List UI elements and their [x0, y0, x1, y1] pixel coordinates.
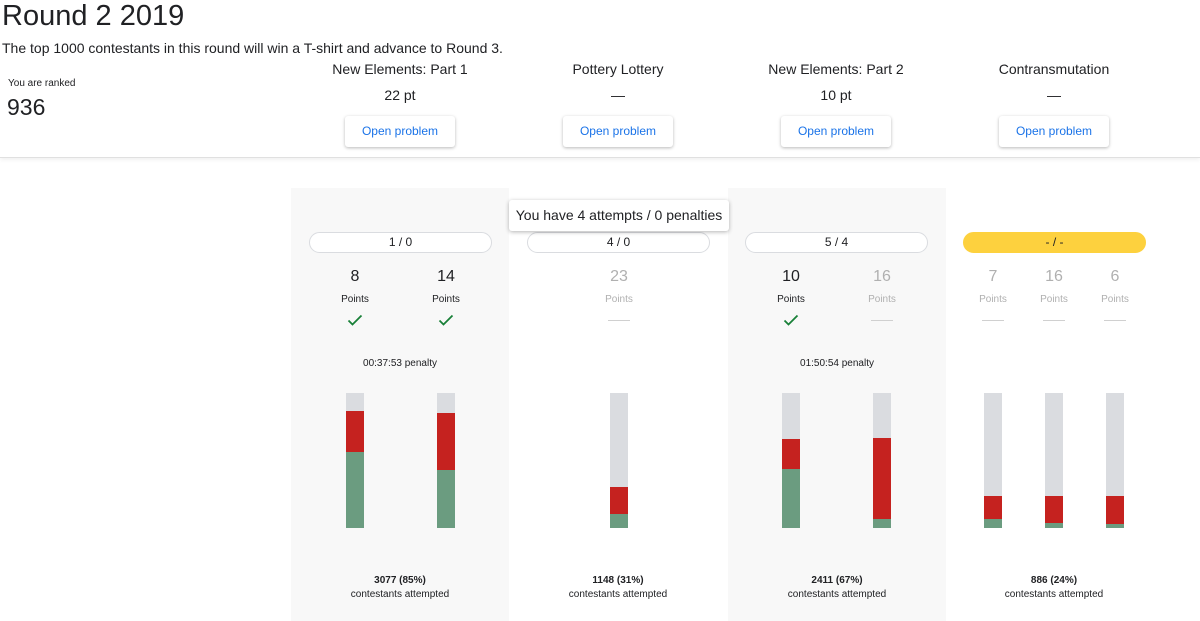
subtask-points-label: Points: [777, 294, 805, 305]
subtask-2: 14 Points: [416, 266, 476, 328]
correct-segment: [1045, 523, 1063, 528]
rank-label: You are ranked: [8, 78, 76, 89]
attempted-count: 886 (24%): [1030, 575, 1078, 586]
subtask-points-label: Points: [605, 294, 633, 305]
check-icon: [416, 312, 476, 328]
subtask-points-label: Points: [341, 294, 369, 305]
subtask-1: 23 Points: [589, 266, 649, 328]
dash-icon: [1085, 312, 1145, 328]
subtask-1: 7 Points: [963, 266, 1023, 328]
correct-segment: [1106, 524, 1124, 528]
attempted-count: 1148 (31%): [592, 575, 644, 586]
problem-header-4: Contransmutation — Open problem: [945, 60, 1163, 147]
wrong-segment: [610, 487, 628, 514]
attempt-bar: [873, 393, 891, 528]
wrong-segment: [346, 411, 364, 452]
attempted-label: contestants attempted: [787, 589, 887, 600]
correct-segment: [782, 469, 800, 528]
wrong-segment: [1045, 496, 1063, 523]
problem-panel-3-background: [728, 188, 946, 621]
check-icon: [325, 312, 385, 328]
subtask-points-label: Points: [1101, 294, 1129, 305]
open-problem-button[interactable]: Open problem: [563, 116, 673, 147]
open-problem-button[interactable]: Open problem: [999, 116, 1109, 147]
problem-header-1: New Elements: Part 1 22 pt Open problem: [291, 60, 509, 147]
subtask-points-label: Points: [868, 294, 896, 305]
check-icon: [761, 312, 821, 328]
attempt-bar: [782, 393, 800, 528]
open-problem-button[interactable]: Open problem: [345, 116, 455, 147]
correct-segment: [873, 519, 891, 528]
attempted-count: 2411 (67%): [811, 575, 863, 586]
attempt-stats: 886 (24%) contestants attempted: [945, 574, 1163, 602]
rank-value: 936: [7, 94, 46, 120]
correct-segment: [437, 470, 455, 528]
problem-panel-1-background: [291, 188, 509, 621]
wrong-segment: [873, 438, 891, 519]
problem-score: 22 pt: [384, 87, 416, 103]
attempted-label: contestants attempted: [350, 589, 450, 600]
open-problem-button[interactable]: Open problem: [781, 116, 891, 147]
attempt-stats: 3077 (85%) contestants attempted: [291, 574, 509, 602]
subtask-points: 14: [437, 268, 455, 285]
round-description: The top 1000 contestants in this round w…: [2, 40, 503, 56]
penalty-time: 00:37:53 penalty: [363, 358, 437, 369]
problem-name: New Elements: Part 1: [332, 61, 468, 77]
subtask-1: 8 Points: [325, 266, 385, 328]
attempted-label: contestants attempted: [1004, 589, 1104, 600]
attempt-bar: [437, 393, 455, 528]
subtask-1: 10 Points: [761, 266, 821, 328]
attempts-tooltip: You have 4 attempts / 0 penalties: [509, 200, 729, 231]
subtask-points-label: Points: [432, 294, 460, 305]
problem-score: 10 pt: [820, 87, 852, 103]
subtask-points: 23: [610, 268, 628, 285]
problem-score: —: [1047, 87, 1061, 103]
subtask-points-label: Points: [979, 294, 1007, 305]
wrong-segment: [437, 413, 455, 470]
attempt-stats: 1148 (31%) contestants attempted: [509, 574, 727, 602]
attempt-bar: [610, 393, 628, 528]
penalty-time: 01:50:54 penalty: [800, 358, 874, 369]
attempt-bar: [1045, 393, 1063, 528]
wrong-segment: [782, 439, 800, 469]
attempted-label: contestants attempted: [568, 589, 668, 600]
problem-score: —: [611, 87, 625, 103]
subtask-points: 10: [782, 268, 800, 285]
dash-icon: [963, 312, 1023, 328]
subtask-2: 16 Points: [1024, 266, 1084, 328]
subtask-points-label: Points: [1040, 294, 1068, 305]
problem-header-2: Pottery Lottery — Open problem: [509, 60, 727, 147]
correct-segment: [610, 514, 628, 528]
round-title: Round 2 2019: [2, 0, 185, 32]
problem-name: Contransmutation: [998, 61, 1110, 77]
subtask-points: 16: [873, 268, 891, 285]
wrong-segment: [1106, 496, 1124, 524]
subtask-3: 6 Points: [1085, 266, 1145, 328]
attempts-pill[interactable]: 4 / 0: [527, 232, 710, 253]
correct-segment: [984, 519, 1002, 528]
correct-segment: [346, 452, 364, 528]
problem-header-3: New Elements: Part 2 10 pt Open problem: [727, 60, 945, 147]
problem-name: Pottery Lottery: [572, 61, 664, 77]
attempt-bar: [1106, 393, 1124, 528]
dash-icon: [589, 312, 649, 328]
attempt-bar: [346, 393, 364, 528]
attempted-count: 3077 (85%): [374, 575, 426, 586]
subtask-points: 6: [1110, 268, 1120, 285]
dash-icon: [852, 312, 912, 328]
attempt-stats: 2411 (67%) contestants attempted: [728, 574, 946, 602]
wrong-segment: [984, 496, 1002, 519]
attempt-bar: [984, 393, 1002, 528]
attempts-pill: - / -: [963, 232, 1146, 253]
round-header: Round 2 2019 The top 1000 contestants in…: [0, 0, 1200, 158]
subtask-points: 7: [988, 268, 998, 285]
problem-name: New Elements: Part 2: [768, 61, 904, 77]
subtask-2: 16 Points: [852, 266, 912, 328]
subtask-points: 16: [1045, 268, 1063, 285]
attempts-pill: 5 / 4: [745, 232, 928, 253]
subtask-points: 8: [350, 268, 360, 285]
dash-icon: [1024, 312, 1084, 328]
attempts-pill: 1 / 0: [309, 232, 492, 253]
